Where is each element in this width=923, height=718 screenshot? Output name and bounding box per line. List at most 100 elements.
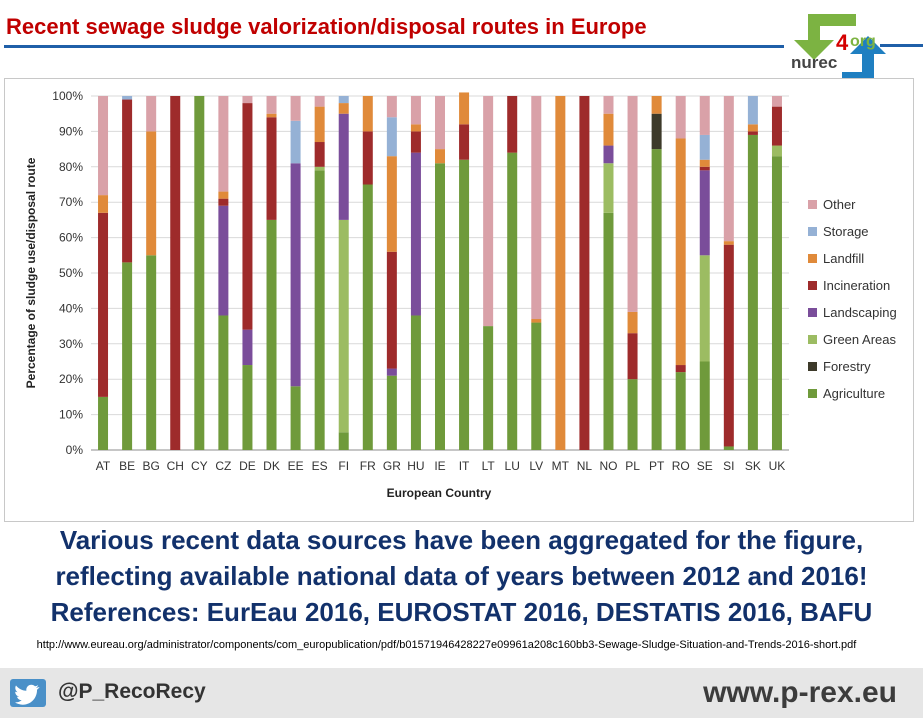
bar-segment-agriculture — [290, 386, 301, 450]
bar-segment-incineration — [675, 365, 686, 373]
bar-segment-landfill — [531, 319, 542, 323]
note-line-2: reflecting available national data of ye… — [55, 561, 868, 591]
x-tick-label: LT — [482, 459, 496, 473]
x-tick-label: EE — [288, 459, 304, 473]
bar-segment-incineration — [314, 142, 325, 167]
bar-segment-other — [386, 96, 397, 118]
legend-swatch — [808, 362, 817, 371]
bar-segment-other — [435, 96, 445, 150]
bar-segment-landfill — [146, 131, 157, 256]
bar-segment-other — [410, 96, 421, 125]
bar-segment-storage — [699, 134, 710, 160]
bar-segment-agriculture — [194, 96, 205, 450]
bar-segment-agriculture — [699, 361, 710, 450]
bar-segment-agriculture — [242, 365, 253, 450]
bar-segment-incineration — [98, 212, 109, 397]
bar-segment-incineration — [699, 166, 710, 171]
legend-label: Landfill — [823, 251, 864, 266]
legend-swatch — [808, 389, 817, 398]
y-tick-label: 20% — [59, 372, 83, 386]
bar-segment-incineration — [242, 103, 253, 330]
x-tick-label: AT — [96, 459, 111, 473]
bar-segment-landscaping — [386, 368, 397, 376]
bar-segment-other — [314, 96, 325, 107]
bar-segment-incineration — [771, 106, 782, 146]
x-tick-label: LV — [529, 459, 543, 473]
logo-org-text: org — [850, 33, 876, 50]
x-tick-label: DE — [239, 459, 256, 473]
bar-segment-incineration — [386, 251, 397, 369]
legend-label: Incineration — [823, 278, 890, 293]
footer-bar: @P_RecoRecy www.p-rex.eu — [0, 668, 923, 718]
bar-segment-landscaping — [410, 152, 421, 316]
y-tick-label: 10% — [59, 408, 83, 422]
page-title: Recent sewage sludge valorization/dispos… — [6, 14, 647, 39]
bar-segment-agriculture — [771, 156, 782, 450]
bar-segment-agriculture — [386, 375, 397, 450]
legend-swatch — [808, 200, 817, 209]
x-tick-label: FI — [338, 459, 349, 473]
x-tick-label: UK — [769, 459, 786, 473]
bar-segment-incineration — [266, 117, 277, 220]
aggregation-note: Various recent data sources have been ag… — [0, 522, 923, 630]
bar-segment-landscaping — [218, 205, 229, 316]
bar-segment-other — [146, 96, 157, 132]
bar-segment-agriculture — [266, 219, 277, 450]
x-tick-label: BE — [119, 459, 135, 473]
y-tick-label: 100% — [52, 89, 83, 103]
bar-segment-landfill — [723, 241, 734, 245]
bar-segment-green-areas — [314, 166, 325, 171]
x-tick-label: IT — [459, 459, 470, 473]
bar-segment-agriculture — [603, 212, 614, 450]
bar-segment-storage — [122, 96, 133, 100]
bar-segment-agriculture — [410, 315, 421, 450]
y-tick-label: 70% — [59, 195, 83, 209]
x-tick-label: NO — [599, 459, 617, 473]
bar-segment-other — [242, 96, 253, 104]
x-tick-label: IE — [434, 459, 445, 473]
bar-segment-landfill — [410, 124, 421, 132]
bar-segment-green-areas — [699, 255, 710, 362]
x-tick-label: SE — [697, 459, 713, 473]
twitter-icon[interactable] — [10, 679, 46, 707]
bar-segment-green-areas — [603, 163, 614, 213]
x-tick-label: HU — [407, 459, 424, 473]
x-tick-label: FR — [360, 459, 376, 473]
chart-legend: Other Storage Landfill Incineration Landscap… — [808, 197, 897, 401]
bar-segment-other — [483, 96, 494, 327]
bar-segment-other — [675, 96, 686, 139]
y-tick-label: 80% — [59, 160, 83, 174]
bar-segment-incineration — [459, 124, 470, 160]
bar-segment-agriculture — [627, 379, 638, 450]
legend-label: Green Areas — [823, 332, 896, 347]
x-tick-label: MT — [552, 459, 570, 473]
bar-segment-agriculture — [723, 446, 734, 450]
bar-segment-other — [266, 96, 277, 114]
bar-segment-landfill — [675, 138, 686, 366]
note-line-3: References: EurEau 2016, EUROSTAT 2016, … — [50, 597, 873, 627]
bar-segment-landfill — [362, 96, 373, 132]
bar-segment-landscaping — [338, 113, 349, 220]
bar-segment-agriculture — [531, 322, 542, 450]
bar-segment-agriculture — [651, 149, 662, 450]
nurec4org-logo: nurec 4 org — [791, 14, 886, 84]
bar-segment-agriculture — [483, 326, 494, 450]
bar-segment-agriculture — [218, 315, 229, 450]
bar-segment-storage — [290, 120, 301, 164]
chart-frame: 0% 10% 20% 30% 40% 50% 60% 70% 80% 90% 100% AT BE BG C… — [4, 78, 914, 522]
bar-segment-other — [98, 96, 109, 196]
bar-segment-other — [218, 96, 229, 192]
bar-segment-landfill — [314, 106, 325, 143]
bar-segment-other — [699, 96, 710, 135]
bar-segment-green-areas — [771, 145, 782, 157]
source-url[interactable]: http://www.eureau.org/administrator/comp… — [36, 639, 857, 651]
twitter-handle[interactable]: @P_RecoRecy — [58, 680, 206, 703]
y-tick-label: 30% — [59, 337, 83, 351]
bar-segment-storage — [386, 117, 397, 157]
bar-segment-agriculture — [98, 396, 109, 450]
bar-segment-landfill — [218, 191, 229, 199]
website-link[interactable]: www.p-rex.eu — [703, 676, 897, 709]
bar-segment-incineration — [122, 99, 133, 263]
x-tick-label: DK — [263, 459, 280, 473]
chart-bars — [98, 92, 782, 450]
